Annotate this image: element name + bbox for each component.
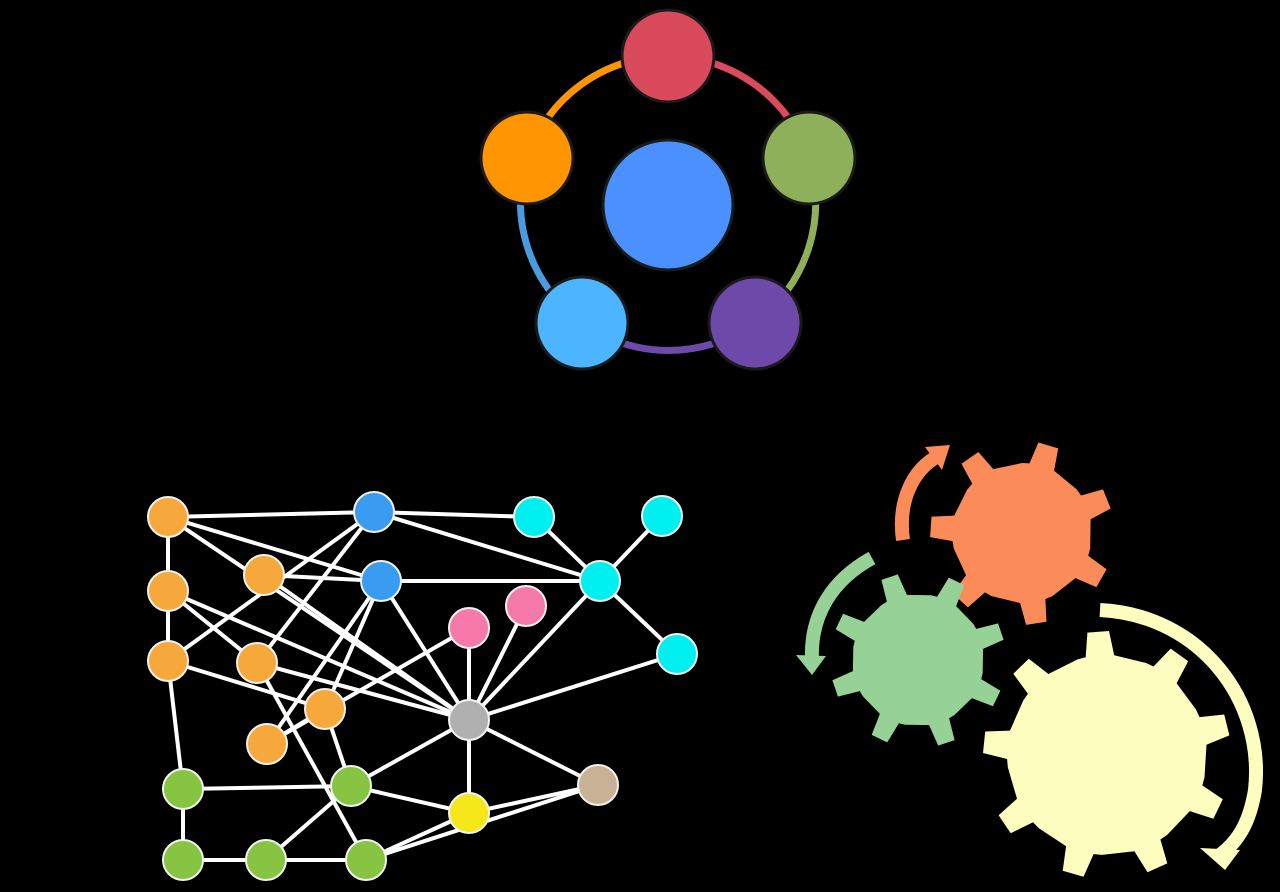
gears-diagram (796, 442, 1263, 877)
network-edge-b2-hub (379, 579, 471, 722)
gear-orange (930, 442, 1111, 625)
cycle-center-node (601, 138, 735, 272)
network-node-orange-o2 (147, 570, 189, 612)
network-node-gray-hub (448, 699, 490, 741)
network-edge-o6-b2 (323, 580, 383, 710)
network-edge-o5-g5 (255, 662, 368, 861)
network-node-orange-o7 (246, 723, 288, 765)
network-node-cyan-c2 (579, 560, 621, 602)
network-edge-o1-b2 (167, 515, 382, 583)
network-edge-b1-c1 (373, 510, 535, 519)
gear-yellow (983, 631, 1230, 877)
cycle-node-4 (534, 275, 630, 371)
network-edge-y1-t1 (468, 783, 599, 815)
rotation-arrowhead-orange (925, 445, 950, 470)
network-node-yellow-y1 (448, 792, 490, 834)
cycle-node-2 (761, 110, 857, 206)
cycle-node-3 (707, 275, 803, 371)
network-nodes (147, 491, 698, 881)
network-node-cyan-c3 (641, 495, 683, 537)
rotation-arrowhead-yellow (1200, 848, 1240, 870)
network-edge-b1-c2 (373, 510, 601, 583)
network-edge-o3-g1 (166, 660, 185, 790)
network-node-blue-b2 (360, 560, 402, 602)
rotation-arrow-orange (894, 448, 944, 541)
network-diagram (147, 491, 698, 881)
cycle-diagram (479, 8, 857, 371)
cycle-node-5 (479, 110, 575, 206)
network-edge-o7-p1 (266, 626, 470, 746)
network-edge-c4-hub (468, 652, 678, 722)
cycle-node-1 (620, 8, 716, 104)
network-node-orange-o1 (147, 496, 189, 538)
network-node-green-g2 (162, 839, 204, 881)
network-node-blue-b1 (353, 491, 395, 533)
network-node-orange-o6 (304, 688, 346, 730)
gear-shapes (832, 442, 1230, 877)
network-node-orange-o4 (243, 554, 285, 596)
network-node-pink-p1 (448, 607, 490, 649)
network-node-green-g5 (345, 839, 387, 881)
network-node-tan-t1 (577, 764, 619, 806)
network-node-orange-o5 (236, 642, 278, 684)
network-edge-o4-hub (262, 573, 471, 722)
gear-rotation-arrows (796, 445, 1263, 870)
rotation-arrowhead-green (796, 655, 826, 675)
network-edge-o1-b1 (167, 510, 375, 519)
rotation-arrow-green (804, 551, 876, 661)
network-node-orange-o3 (147, 640, 189, 682)
network-edge-c2-hub (467, 579, 602, 722)
network-edge-o2-hub (167, 589, 470, 722)
network-node-cyan-c4 (656, 633, 698, 675)
network-node-green-g3 (330, 765, 372, 807)
network-edge-g1-g3 (182, 784, 352, 791)
network-node-green-g4 (245, 839, 287, 881)
network-edge-hub-t1 (468, 718, 599, 787)
rotation-arrow-yellow (1099, 603, 1263, 861)
network-edge-hub-g3 (350, 718, 470, 788)
network-edge-hub-o5 (256, 661, 470, 722)
network-node-green-g1 (162, 768, 204, 810)
network-edge-o5-b1 (255, 510, 376, 665)
network-node-pink-p2 (505, 585, 547, 627)
gear-green (832, 574, 1004, 746)
network-node-cyan-c1 (513, 496, 555, 538)
network-edge-p2-hub (467, 605, 528, 721)
